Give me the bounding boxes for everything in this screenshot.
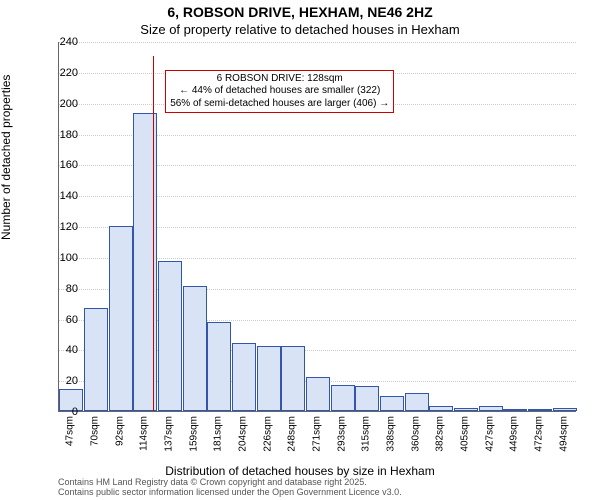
y-tick-label: 20	[50, 375, 78, 387]
y-tick-label: 140	[50, 190, 78, 202]
histogram-bar	[503, 409, 527, 411]
histogram-bar	[158, 261, 182, 411]
histogram-bar	[429, 406, 453, 411]
histogram-bar	[331, 385, 355, 411]
histogram-bar	[380, 396, 404, 411]
histogram-bar	[257, 346, 281, 411]
x-tick-label: 494sqm	[558, 416, 569, 452]
histogram-bar	[306, 377, 330, 411]
x-tick-label: 204sqm	[238, 416, 249, 452]
x-tick-label: 382sqm	[435, 416, 446, 452]
annotation-line: 6 ROBSON DRIVE: 128sqm	[170, 73, 389, 86]
y-tick-label: 100	[50, 252, 78, 264]
x-tick-label: 226sqm	[262, 416, 273, 452]
histogram-bar	[405, 393, 429, 412]
chart-container: 6, ROBSON DRIVE, HEXHAM, NE46 2HZ Size o…	[0, 0, 600, 500]
gridline	[59, 42, 576, 43]
y-tick-label: 60	[50, 314, 78, 326]
x-tick-label: 472sqm	[534, 416, 545, 452]
annotation-line: 56% of semi-detached houses are larger (…	[170, 98, 389, 111]
y-tick-label: 240	[50, 36, 78, 48]
x-tick-label: 315sqm	[361, 416, 372, 452]
chart-title-sub: Size of property relative to detached ho…	[0, 22, 600, 37]
x-tick-label: 181sqm	[213, 416, 224, 452]
annotation-line: ← 44% of detached houses are smaller (32…	[170, 85, 389, 98]
y-tick-label: 180	[50, 129, 78, 141]
histogram-bar	[207, 322, 231, 411]
x-tick-label: 427sqm	[484, 416, 495, 452]
x-tick-label: 248sqm	[287, 416, 298, 452]
y-tick-label: 80	[50, 283, 78, 295]
x-tick-label: 293sqm	[336, 416, 347, 452]
histogram-bar	[553, 408, 577, 411]
x-tick-label: 449sqm	[509, 416, 520, 452]
histogram-bar	[133, 113, 157, 411]
histogram-bar	[355, 386, 379, 411]
annotation-box: 6 ROBSON DRIVE: 128sqm← 44% of detached …	[165, 70, 394, 114]
property-marker-line	[153, 56, 154, 411]
chart-title-main: 6, ROBSON DRIVE, HEXHAM, NE46 2HZ	[0, 4, 600, 20]
x-tick-label: 405sqm	[460, 416, 471, 452]
x-tick-label: 114sqm	[139, 416, 150, 451]
y-axis-label: Number of detached properties	[0, 75, 13, 240]
histogram-bar	[232, 343, 256, 411]
histogram-bar	[183, 286, 207, 411]
histogram-bar	[479, 406, 503, 411]
x-axis-label: Distribution of detached houses by size …	[0, 464, 600, 478]
footnote-line-2: Contains public sector information licen…	[58, 488, 402, 498]
histogram-bar	[281, 346, 305, 411]
x-tick-label: 47sqm	[65, 416, 76, 446]
histogram-bar	[528, 409, 552, 411]
x-tick-label: 70sqm	[90, 416, 101, 446]
x-tick-label: 92sqm	[114, 416, 125, 446]
y-tick-label: 160	[50, 159, 78, 171]
histogram-bar	[84, 308, 108, 411]
x-tick-label: 360sqm	[410, 416, 421, 452]
y-tick-label: 220	[50, 67, 78, 79]
x-tick-label: 338sqm	[386, 416, 397, 452]
y-tick-label: 120	[50, 221, 78, 233]
x-tick-label: 271sqm	[312, 416, 323, 452]
footnote: Contains HM Land Registry data © Crown c…	[58, 478, 402, 498]
x-tick-label: 137sqm	[164, 416, 175, 452]
histogram-bar	[109, 226, 133, 411]
y-tick-label: 200	[50, 98, 78, 110]
histogram-bar	[454, 408, 478, 411]
x-tick-label: 159sqm	[188, 416, 199, 452]
plot-area: 6 ROBSON DRIVE: 128sqm← 44% of detached …	[58, 42, 576, 412]
y-tick-label: 40	[50, 344, 78, 356]
